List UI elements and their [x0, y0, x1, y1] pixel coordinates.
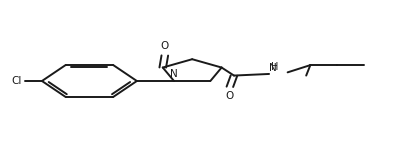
Text: N: N — [268, 64, 276, 74]
Text: H: H — [271, 62, 278, 72]
Text: N: N — [170, 69, 178, 79]
Text: O: O — [225, 91, 233, 101]
Text: Cl: Cl — [11, 76, 21, 86]
Text: O: O — [160, 41, 169, 52]
